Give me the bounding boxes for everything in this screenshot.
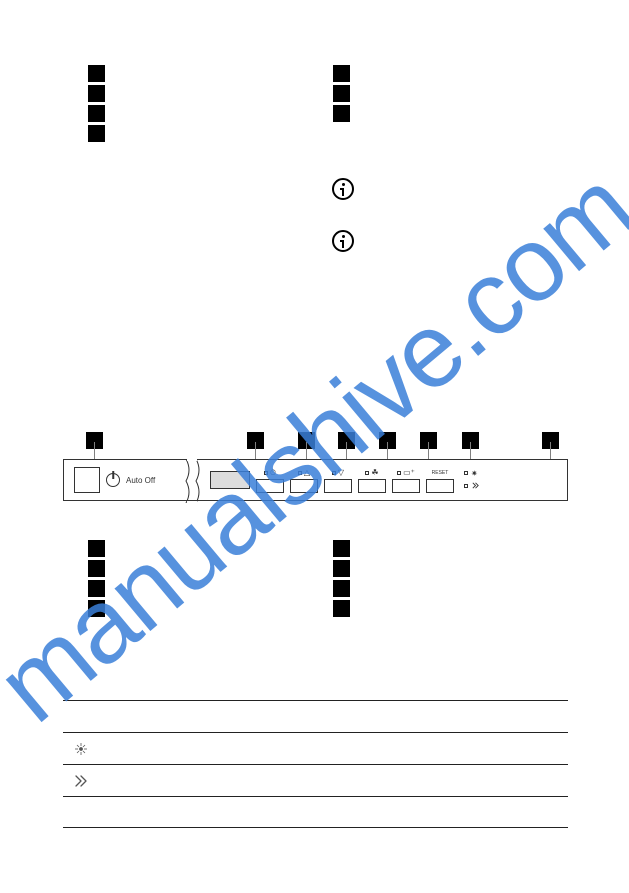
rinse-aid-icon: ✷ [471,469,478,478]
delay-button[interactable] [256,479,284,493]
callout-group-lower-right [333,540,350,617]
salt-icon [73,773,89,789]
half-load-icon: ▭⁺ [403,468,415,477]
power-icon [106,473,120,487]
up-button[interactable] [290,479,318,493]
callout-square [333,560,350,577]
indicator-table [63,700,568,828]
panel-right-section: ⏲ △ ▽ ☘ ▭⁺ [202,460,567,500]
auto-off-label: Auto Off [126,476,155,485]
callout-square [333,105,350,122]
callout-square [333,540,350,557]
callout-square [333,580,350,597]
down-icon: ▽ [338,468,344,477]
info-icon [332,230,354,252]
control-panel: Auto Off ⏲ △ ▽ [63,459,568,501]
callout-row [63,432,568,461]
eco-icon: ☘ [371,468,378,477]
callout-square [333,600,350,617]
callout-square [333,85,350,102]
up-icon: △ [304,468,310,477]
panel-break [184,460,202,500]
indicator-column: ✷ [464,469,480,492]
display-screen [210,471,250,489]
callout-square [88,65,105,82]
callout-square [88,540,105,557]
table-row [63,796,568,828]
callout-group-top-right [333,65,350,122]
table-row [63,700,568,732]
callout-square [88,125,105,142]
info-icon [332,178,354,200]
table-row [63,764,568,796]
table-row [63,732,568,764]
callout-group-lower-left [88,540,105,617]
panel-left-section: Auto Off [64,460,184,500]
delay-icon: ⏲ [270,468,276,478]
salt-icon [471,481,480,492]
power-button[interactable] [74,467,100,493]
callout-square [88,560,105,577]
option-button-1[interactable] [358,479,386,493]
callout-square [333,65,350,82]
callout-square [88,85,105,102]
callout-square [88,580,105,597]
callout-square [88,600,105,617]
callout-group-top-left [88,65,105,142]
callout-square [88,105,105,122]
rinse-aid-icon [73,741,89,757]
reset-label: RESET [432,470,449,476]
down-button[interactable] [324,479,352,493]
reset-button[interactable] [426,479,454,493]
option-button-2[interactable] [392,479,420,493]
